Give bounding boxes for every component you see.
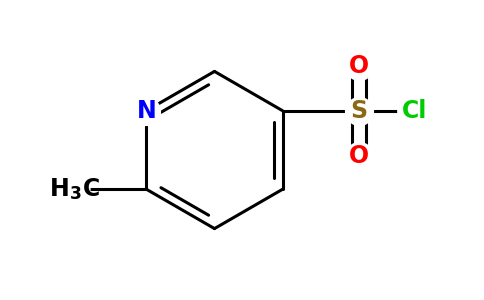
Text: S: S <box>350 99 368 123</box>
Text: Cl: Cl <box>402 99 427 123</box>
Text: N: N <box>136 99 156 123</box>
Text: C: C <box>83 177 101 201</box>
Text: O: O <box>349 53 369 77</box>
Text: O: O <box>349 144 369 168</box>
Text: H: H <box>50 177 70 201</box>
Text: 3: 3 <box>70 185 82 203</box>
